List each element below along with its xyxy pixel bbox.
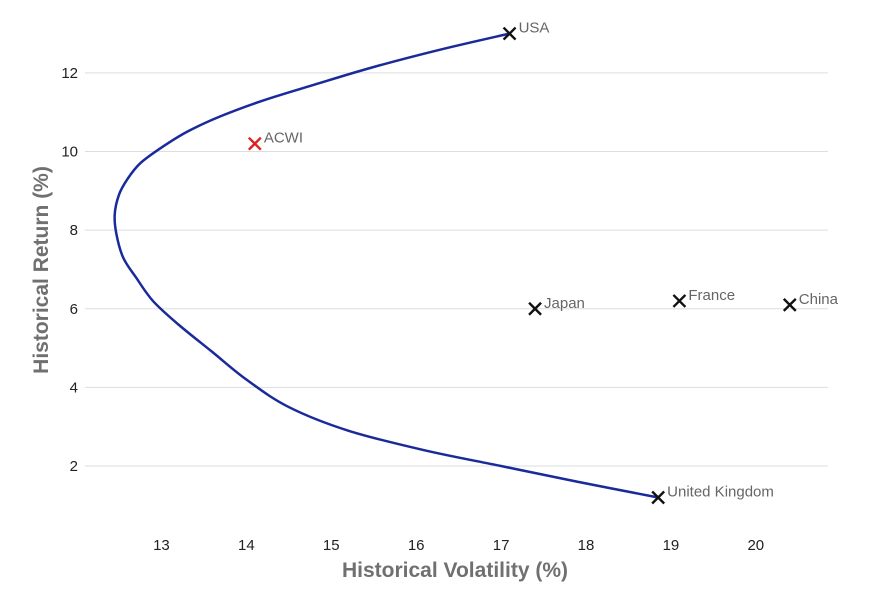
- x-tick-label: 15: [323, 537, 340, 554]
- x-axis-title: Historical Volatility (%): [342, 559, 568, 582]
- y-tick-label: 2: [70, 458, 78, 475]
- x-tick-label: 17: [493, 537, 510, 554]
- y-tick-label: 10: [61, 144, 78, 161]
- x-marker-icon: [672, 294, 687, 308]
- x-tick-labels: 13 14 15 16 17 18 19 20: [153, 537, 764, 554]
- point-japan: Japan: [528, 295, 585, 316]
- point-france: France: [672, 287, 735, 308]
- y-axis-title: Historical Return (%): [30, 166, 53, 374]
- y-tick-label: 8: [70, 222, 78, 239]
- x-tick-label: 13: [153, 537, 170, 554]
- y-tick-label: 12: [61, 65, 78, 82]
- point-united-kingdom: United Kingdom: [651, 483, 774, 505]
- frontier-layer: [113, 32, 659, 499]
- x-marker-icon: [247, 136, 262, 151]
- point-label: France: [688, 287, 735, 304]
- point-usa: USA: [502, 20, 550, 41]
- x-tick-label: 18: [578, 537, 595, 554]
- y-tick-labels: 2 4 6 8 10 12: [61, 65, 78, 475]
- point-china: China: [782, 291, 839, 312]
- x-marker-icon: [651, 490, 666, 505]
- x-tick-label: 14: [238, 537, 255, 554]
- data-points: USA ACWI Japan France China United Kingdom: [247, 20, 839, 505]
- point-acwi: ACWI: [247, 130, 303, 151]
- x-tick-label: 19: [663, 537, 680, 554]
- grid-lines: [85, 72, 828, 467]
- x-marker-icon: [502, 26, 517, 41]
- x-tick-label: 16: [408, 537, 425, 554]
- point-label: United Kingdom: [667, 483, 774, 500]
- x-tick-label: 20: [747, 537, 764, 554]
- point-label: China: [799, 291, 839, 308]
- y-tick-label: 6: [70, 301, 78, 318]
- point-label: Japan: [544, 295, 585, 312]
- efficient-frontier-line: [113, 32, 659, 499]
- x-marker-icon: [782, 297, 797, 312]
- point-label: ACWI: [264, 130, 303, 147]
- point-label: USA: [519, 20, 550, 37]
- y-tick-label: 4: [70, 379, 78, 396]
- x-marker-icon: [528, 301, 542, 316]
